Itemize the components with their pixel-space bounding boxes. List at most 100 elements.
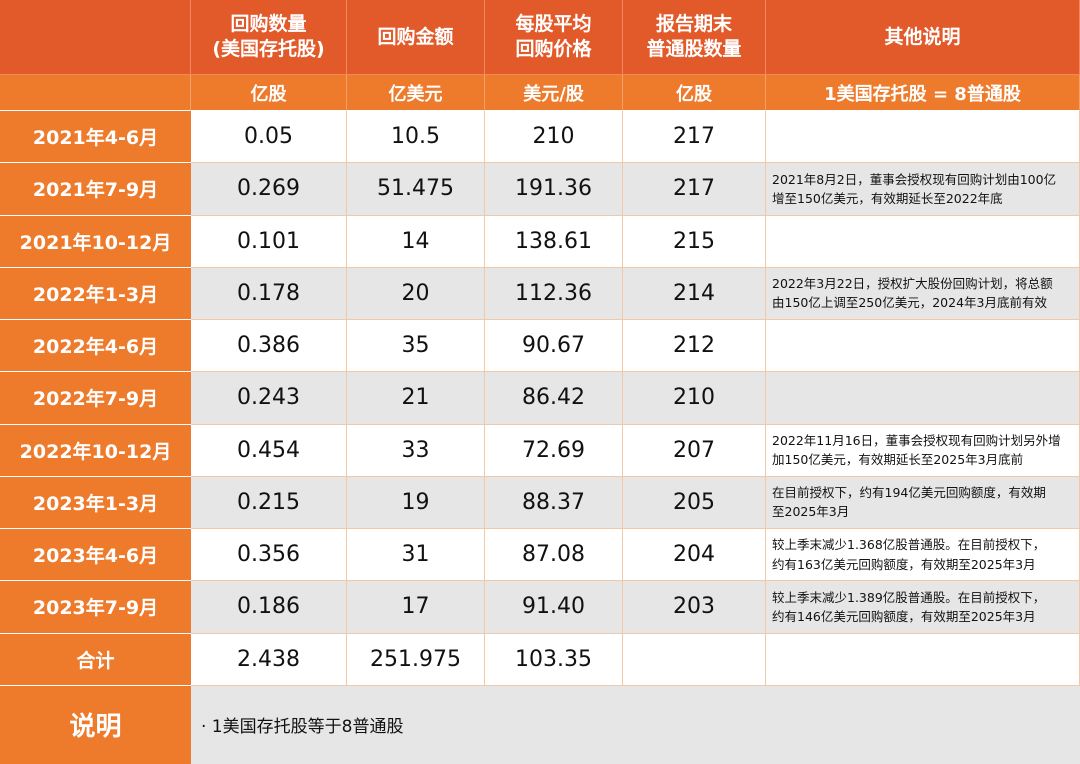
cell-amount: 14 xyxy=(347,215,485,268)
row-period: 2022年10-12月 xyxy=(0,424,191,477)
header-price: 每股平均 回购价格 xyxy=(485,0,623,75)
note-line1: 2022年11月16日，董事会授权现有回购计划另外增 xyxy=(772,432,1061,448)
cell-amount: 20 xyxy=(347,267,485,320)
row-period: 2021年10-12月 xyxy=(0,215,191,268)
cell-amount: 51.475 xyxy=(347,163,485,216)
note-line1: 2021年8月2日，董事会授权现有回购计划由100亿 xyxy=(772,171,1057,187)
header-amount: 回购金额 xyxy=(347,0,485,75)
cell-price: 86.42 xyxy=(485,372,623,425)
note-line1: 在目前授权下，约有194亿美元回购额度，有效期 xyxy=(772,485,1046,500)
note-line1: 较上季末减少1.389亿股普通股。在目前授权下， xyxy=(772,589,1046,605)
header-corner xyxy=(0,0,191,75)
header-qty: 回购数量 (美国存托股) xyxy=(191,0,347,75)
cell-price: 191.36 xyxy=(485,163,623,216)
row-period: 2021年4-6月 xyxy=(0,111,191,164)
cell-price: 112.36 xyxy=(485,267,623,320)
cell-qty: 0.101 xyxy=(191,215,347,268)
cell-shares: 214 xyxy=(623,267,766,320)
note-line2: 约有146亿美元回购额度，有效期至2025年3月 xyxy=(772,608,1036,624)
cell-shares: 217 xyxy=(623,111,766,164)
total-note xyxy=(766,633,1080,686)
cell-amount: 17 xyxy=(347,581,485,634)
cell-shares: 203 xyxy=(623,581,766,634)
cell-note xyxy=(766,320,1080,373)
row-period: 2023年4-6月 xyxy=(0,529,191,582)
cell-qty: 0.243 xyxy=(191,372,347,425)
note-line2: 增至150亿美元，有效期延长至2022年底 xyxy=(772,190,1003,206)
cell-qty: 0.215 xyxy=(191,476,347,529)
row-period: 2022年1-3月 xyxy=(0,267,191,320)
cell-qty: 0.186 xyxy=(191,581,347,634)
note-line2: 至2025年3月 xyxy=(772,504,850,520)
cell-shares: 215 xyxy=(623,215,766,268)
total-price: 103.35 xyxy=(485,633,623,686)
note-line2: 加150亿美元，有效期延长至2025年3月底前 xyxy=(772,452,1024,468)
header-shares-line1: 报告期末 xyxy=(655,13,732,36)
cell-qty: 0.269 xyxy=(191,163,347,216)
row-period: 2022年7-9月 xyxy=(0,372,191,425)
cell-note: 较上季末减少1.368亿股普通股。在目前授权下， 约有163亿美元回购额度，有效期… xyxy=(766,529,1080,582)
cell-price: 87.08 xyxy=(485,529,623,582)
unit-shares: 亿股 xyxy=(623,75,766,111)
total-shares xyxy=(623,633,766,686)
row-period: 2021年7-9月 xyxy=(0,163,191,216)
cell-note: 2022年11月16日，董事会授权现有回购计划另外增 加150亿美元，有效期延长至… xyxy=(766,424,1080,477)
cell-amount: 31 xyxy=(347,529,485,582)
cell-shares: 204 xyxy=(623,529,766,582)
total-amount: 251.975 xyxy=(347,633,485,686)
row-period: 2023年1-3月 xyxy=(0,476,191,529)
header-qty-line2: (美国存托股) xyxy=(212,38,325,60)
unit-price: 美元/股 xyxy=(485,75,623,111)
header-shares: 报告期末 普通股数量 xyxy=(623,0,766,75)
cell-note xyxy=(766,372,1080,425)
header-price-line2: 回购价格 xyxy=(515,38,592,60)
row-period: 2022年4-6月 xyxy=(0,320,191,373)
cell-shares: 210 xyxy=(623,372,766,425)
header-amount-line1: 回购金额 xyxy=(377,25,454,48)
note-line1: 较上季末减少1.368亿股普通股。在目前授权下， xyxy=(772,537,1046,553)
header-qty-line1: 回购数量 xyxy=(230,13,307,36)
cell-note: 2021年8月2日，董事会授权现有回购计划由100亿 增至150亿美元，有效期延长… xyxy=(766,163,1080,216)
header-shares-line2: 普通股数量 xyxy=(646,38,742,60)
header-price-line1: 每股平均 xyxy=(515,13,592,36)
cell-amount: 19 xyxy=(347,476,485,529)
cell-qty: 0.386 xyxy=(191,320,347,373)
row-total: 合计 xyxy=(0,633,191,686)
cell-note: 2022年3月22日，授权扩大股份回购计划，将总额 由150亿上调至250亿美元，… xyxy=(766,267,1080,320)
cell-amount: 21 xyxy=(347,372,485,425)
cell-shares: 217 xyxy=(623,163,766,216)
cell-price: 210 xyxy=(485,111,623,164)
cell-amount: 33 xyxy=(347,424,485,477)
unit-qty: 亿股 xyxy=(191,75,347,111)
cell-qty: 0.05 xyxy=(191,111,347,164)
cell-amount: 35 xyxy=(347,320,485,373)
cell-amount: 10.5 xyxy=(347,111,485,164)
cell-price: 88.37 xyxy=(485,476,623,529)
unit-corner xyxy=(0,75,191,111)
note-line2: 约有163亿美元回购额度，有效期至2025年3月 xyxy=(772,556,1036,572)
cell-price: 90.67 xyxy=(485,320,623,373)
cell-price: 72.69 xyxy=(485,424,623,477)
header-notes: 其他说明 xyxy=(766,0,1080,75)
note-line1: 2022年3月22日，授权扩大股份回购计划，将总额 xyxy=(772,276,1053,291)
unit-notes: 1美国存托股 = 8普通股 xyxy=(766,75,1080,111)
cell-price: 91.40 xyxy=(485,581,623,634)
total-qty: 2.438 xyxy=(191,633,347,686)
cell-qty: 0.356 xyxy=(191,529,347,582)
cell-qty: 0.178 xyxy=(191,267,347,320)
cell-shares: 205 xyxy=(623,476,766,529)
cell-note: 较上季末减少1.389亿股普通股。在目前授权下， 约有146亿美元回购额度，有效期… xyxy=(766,581,1080,634)
unit-amount: 亿美元 xyxy=(347,75,485,111)
footer-text: · 1美国存托股等于8普通股 xyxy=(191,685,1080,764)
row-period: 2023年7-9月 xyxy=(0,581,191,634)
cell-price: 138.61 xyxy=(485,215,623,268)
cell-qty: 0.454 xyxy=(191,424,347,477)
cell-note xyxy=(766,215,1080,268)
footer-label: 说明 xyxy=(0,685,191,764)
header-notes-line1: 其他说明 xyxy=(884,25,961,48)
cell-note: 在目前授权下，约有194亿美元回购额度，有效期 至2025年3月 xyxy=(766,476,1080,529)
note-line2: 由150亿上调至250亿美元，2024年3月底前有效 xyxy=(772,295,1047,311)
cell-note xyxy=(766,111,1080,164)
cell-shares: 207 xyxy=(623,424,766,477)
